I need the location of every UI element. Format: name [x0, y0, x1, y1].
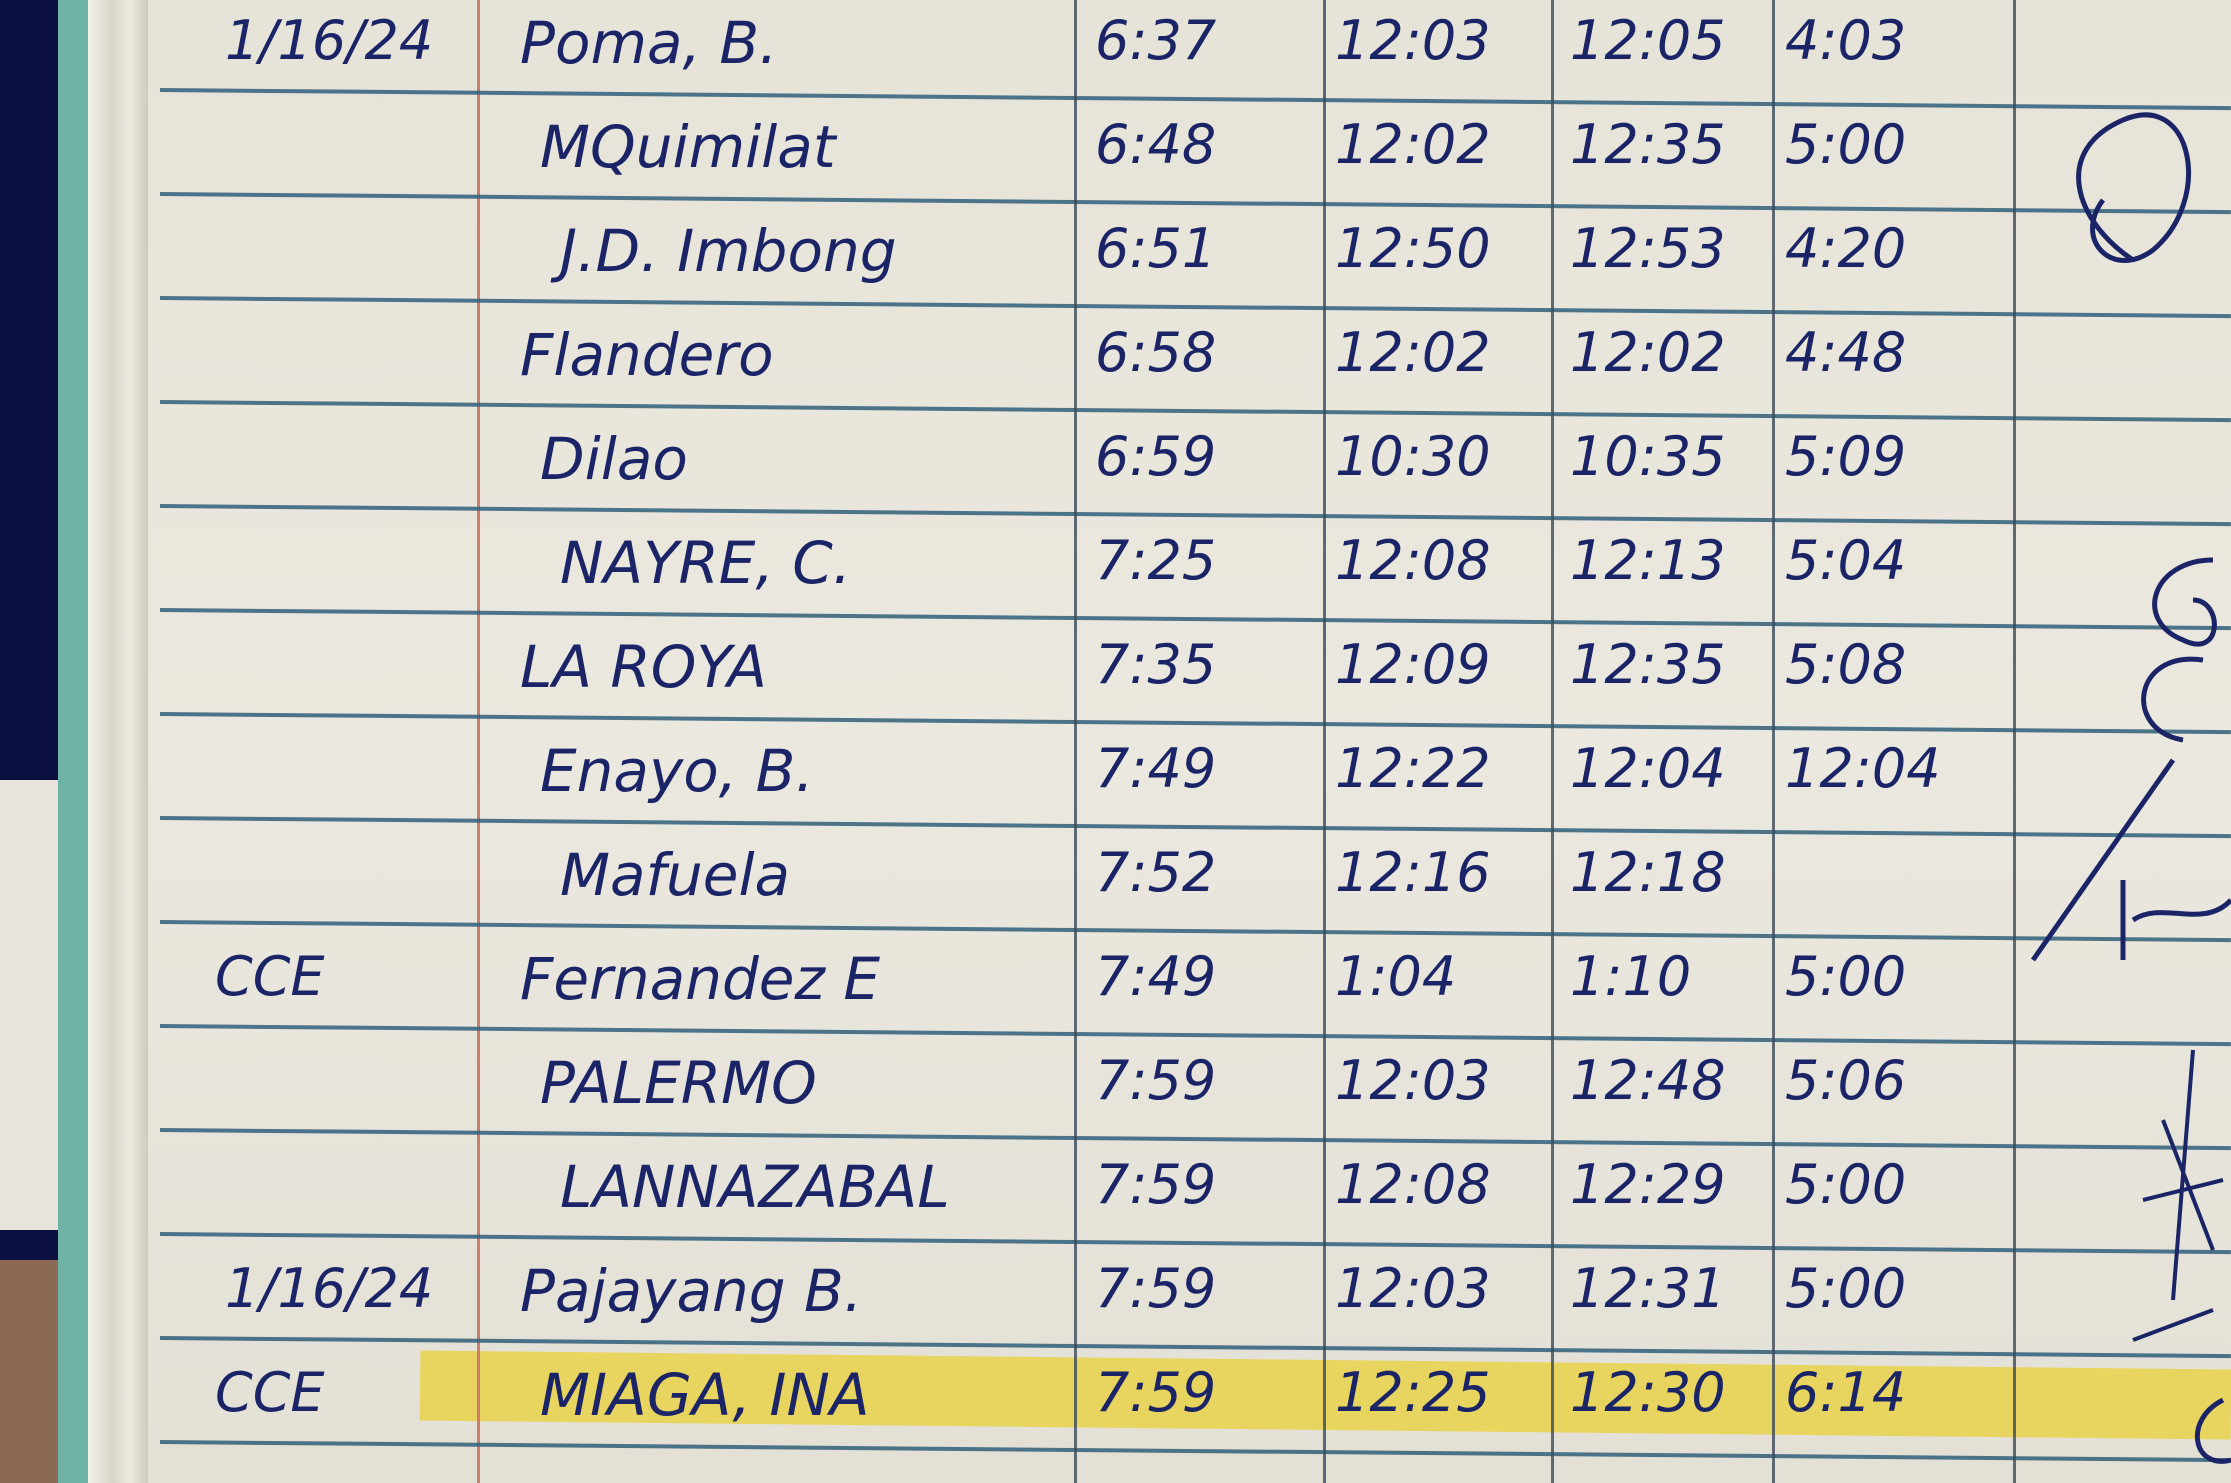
name-cell: PALERMO: [540, 1049, 817, 1117]
column-line: [1323, 0, 1326, 1483]
am-out-cell: 12:08: [1335, 1153, 1491, 1216]
signature-mark: [2132, 1049, 2224, 1342]
notebook-spine: [58, 0, 88, 1483]
pm-in-cell: 12:18: [1570, 841, 1726, 904]
pm-in-cell: 12:35: [1570, 113, 1726, 176]
name-cell: J.D. Imbong: [560, 217, 897, 285]
name-cell: NAYRE, C.: [560, 529, 852, 597]
signature-column: [2030, 112, 2231, 1464]
pm-out-cell: 5:00: [1785, 1257, 1907, 1320]
signature-mark: [2076, 112, 2192, 263]
name-cell: LANNAZABAL: [560, 1153, 950, 1221]
pm-in-cell: 12:04: [1570, 737, 1726, 800]
am-out-cell: 12:22: [1335, 737, 1491, 800]
signature-mark: [2194, 1397, 2231, 1464]
am-in-cell: 7:52: [1095, 841, 1217, 904]
name-cell: Fernandez E: [520, 945, 880, 1013]
pm-in-cell: 10:35: [1570, 425, 1726, 488]
name-cell: LA ROYA: [520, 633, 767, 701]
pm-out-cell: 5:08: [1785, 633, 1907, 696]
margin-line: [477, 0, 480, 1483]
am-in-cell: 6:37: [1095, 9, 1217, 72]
pm-out-cell: 5:06: [1785, 1049, 1907, 1112]
am-out-cell: 12:02: [1335, 321, 1491, 384]
pm-out-cell: 4:20: [1785, 217, 1907, 280]
am-in-cell: 7:35: [1095, 633, 1217, 696]
hand-background: [0, 1260, 60, 1483]
pm-in-cell: 12:31: [1570, 1257, 1726, 1320]
pm-in-cell: 12:29: [1570, 1153, 1726, 1216]
column-line: [1551, 0, 1554, 1483]
am-in-cell: 7:59: [1095, 1361, 1217, 1424]
pm-in-cell: 12:48: [1570, 1049, 1726, 1112]
pm-out-cell: 4:03: [1785, 9, 1907, 72]
pm-in-cell: 12:30: [1570, 1361, 1726, 1424]
am-out-cell: 12:25: [1335, 1361, 1491, 1424]
pm-in-cell: 12:53: [1570, 217, 1726, 280]
am-in-cell: 7:25: [1095, 529, 1217, 592]
name-cell: Dilao: [540, 425, 688, 493]
am-out-cell: 10:30: [1335, 425, 1491, 488]
blue-background: [0, 0, 60, 1483]
name-cell: Pajayang B.: [520, 1257, 863, 1325]
cloth-background: [0, 780, 60, 1230]
name-cell: Mafuela: [560, 841, 791, 909]
pm-out-cell: 5:00: [1785, 945, 1907, 1008]
pm-in-cell: 12:13: [1570, 529, 1726, 592]
name-cell: Poma, B.: [520, 9, 778, 77]
pm-out-cell: 5:00: [1785, 113, 1907, 176]
am-in-cell: 6:58: [1095, 321, 1217, 384]
pm-in-cell: 12:05: [1570, 9, 1726, 72]
am-in-cell: 6:48: [1095, 113, 1217, 176]
pm-in-cell: 12:35: [1570, 633, 1726, 696]
pm-out-cell: 12:04: [1785, 737, 1941, 800]
am-out-cell: 12:02: [1335, 113, 1491, 176]
am-out-cell: 12:08: [1335, 529, 1491, 592]
date-cell: 1/16/24: [225, 9, 434, 72]
signature-mark: [2152, 557, 2217, 647]
page-edges: [88, 0, 148, 1483]
name-cell: Enayo, B.: [540, 737, 814, 805]
pm-out-cell: 5:00: [1785, 1153, 1907, 1216]
am-in-cell: 7:59: [1095, 1153, 1217, 1216]
pm-out-cell: 5:04: [1785, 529, 1907, 592]
am-in-cell: 6:59: [1095, 425, 1217, 488]
am-in-cell: 7:49: [1095, 737, 1217, 800]
pm-in-cell: 12:02: [1570, 321, 1726, 384]
signature-mark: [2120, 880, 2231, 960]
column-line: [1074, 0, 1077, 1483]
pm-out-cell: 6:14: [1785, 1361, 1907, 1424]
signature-mark: [2030, 656, 2204, 962]
dept-cell: CCE: [215, 1361, 325, 1424]
pm-out-cell: 4:48: [1785, 321, 1907, 384]
date-cell: 1/16/24: [225, 1257, 434, 1320]
am-out-cell: 12:03: [1335, 1049, 1491, 1112]
dept-cell: CCE: [215, 945, 325, 1008]
column-line: [1772, 0, 1775, 1483]
column-line: [2013, 0, 2016, 1483]
am-out-cell: 12:03: [1335, 1257, 1491, 1320]
am-out-cell: 12:03: [1335, 9, 1491, 72]
name-cell: Flandero: [520, 321, 774, 389]
am-out-cell: 12:50: [1335, 217, 1491, 280]
am-in-cell: 6:51: [1095, 217, 1217, 280]
name-cell: MIAGA, INA: [540, 1361, 870, 1429]
am-in-cell: 7:59: [1095, 1049, 1217, 1112]
name-cell: MQuimilat: [540, 113, 836, 181]
am-in-cell: 7:59: [1095, 1257, 1217, 1320]
pm-in-cell: 1:10: [1570, 945, 1692, 1008]
am-out-cell: 12:09: [1335, 633, 1491, 696]
am-in-cell: 7:49: [1095, 945, 1217, 1008]
am-out-cell: 1:04: [1335, 945, 1457, 1008]
am-out-cell: 12:16: [1335, 841, 1491, 904]
pm-out-cell: 5:09: [1785, 425, 1907, 488]
